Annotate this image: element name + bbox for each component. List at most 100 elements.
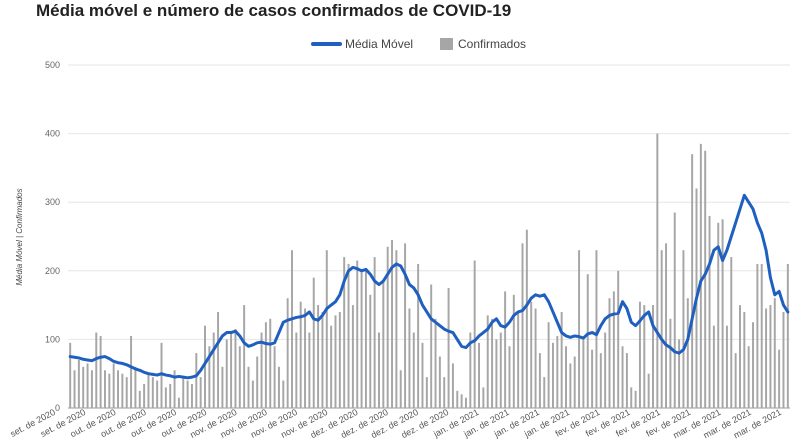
bar-confirmados [408, 308, 411, 408]
bar-confirmados [264, 322, 267, 408]
bar-confirmados [621, 346, 624, 408]
bar-confirmados [391, 239, 394, 408]
bar-confirmados [538, 353, 541, 408]
bar-confirmados [286, 298, 289, 408]
bar-confirmados [238, 346, 241, 408]
bar-confirmados [112, 363, 115, 408]
bar-confirmados [712, 325, 715, 408]
bar-confirmados [717, 222, 720, 408]
bar-confirmados [204, 325, 206, 408]
y-tick-label: 200 [45, 266, 60, 276]
bar-confirmados [73, 370, 76, 408]
bar-confirmados [491, 318, 494, 408]
bar-confirmados [647, 373, 650, 408]
bar-confirmados [134, 366, 137, 408]
bar-confirmados [451, 363, 454, 408]
bar-confirmados [530, 301, 533, 408]
bar-confirmados [547, 322, 550, 408]
bar-confirmados [425, 377, 428, 408]
bar-confirmados [338, 311, 341, 408]
bar-confirmados [277, 366, 280, 408]
bar-confirmados [321, 311, 324, 408]
bar-confirmados [756, 263, 759, 408]
bar-confirmados [360, 270, 363, 408]
bar-confirmados [708, 215, 711, 408]
bar-confirmados [186, 380, 189, 408]
bar-confirmados [177, 397, 180, 408]
bar-confirmados [625, 353, 628, 408]
bar-confirmados [82, 366, 85, 408]
bar-confirmados [343, 257, 346, 408]
bar-confirmados [125, 377, 128, 408]
bar-confirmados [473, 260, 476, 408]
bar-confirmados [156, 380, 159, 408]
bar-confirmados [369, 294, 372, 408]
y-tick-label: 400 [45, 129, 60, 139]
bar-confirmados [725, 325, 728, 408]
y-axis-label: Média Móvel | Confirmados [15, 188, 24, 285]
bar-confirmados [317, 305, 320, 408]
line-media-movel [68, 193, 790, 380]
bar-confirmados [151, 377, 154, 408]
bar-confirmados [582, 339, 585, 408]
bar-confirmados [495, 339, 498, 408]
bar-confirmados [225, 339, 228, 408]
legend-label-media-movel: Média Móvel [345, 37, 413, 51]
bar-confirmados [704, 150, 707, 408]
bar-confirmados [578, 250, 581, 408]
bar-confirmados [447, 287, 450, 408]
bars [69, 133, 789, 408]
bar-confirmados [399, 370, 402, 408]
bar-confirmados [521, 243, 524, 408]
bar-confirmados [99, 335, 102, 408]
bar-confirmados [147, 373, 150, 408]
bar-confirmados [190, 383, 193, 408]
y-tick-label: 300 [45, 197, 60, 207]
bar-confirmados [739, 305, 741, 408]
bar-confirmados [382, 281, 385, 408]
bar-confirmados [182, 377, 185, 408]
line-series [68, 193, 790, 380]
bar-confirmados [208, 346, 211, 408]
bar-confirmados [160, 342, 163, 408]
bar-confirmados [686, 298, 689, 408]
bar-confirmados [282, 380, 285, 408]
bar-confirmados [638, 301, 641, 408]
bar-confirmados [652, 305, 654, 408]
bar-confirmados [69, 342, 72, 408]
bar-confirmados [325, 250, 328, 408]
bar-confirmados [508, 346, 511, 408]
bar-confirmados [560, 311, 563, 408]
bar-confirmados [138, 390, 141, 408]
bar-confirmados [195, 353, 198, 408]
bar-confirmados [260, 332, 263, 408]
bar-confirmados [534, 308, 537, 408]
bar-confirmados [543, 377, 546, 408]
bar-confirmados [291, 250, 293, 408]
bar-confirmados [299, 301, 302, 408]
bar-confirmados [691, 154, 694, 408]
bar-confirmados [608, 298, 611, 408]
bar-confirmados [525, 229, 528, 408]
y-tick-label: 100 [45, 334, 60, 344]
bar-confirmados [356, 260, 359, 408]
bar-confirmados [595, 250, 598, 408]
bar-confirmados [247, 366, 250, 408]
bar-confirmados [573, 356, 576, 408]
bar-confirmados [269, 318, 272, 408]
bar-confirmados [351, 305, 354, 408]
bar-confirmados [417, 263, 420, 408]
bar-confirmados [295, 332, 298, 408]
bar-confirmados [243, 305, 246, 408]
bar-confirmados [438, 356, 441, 408]
bar-confirmados [673, 212, 676, 408]
bar-confirmados [747, 346, 750, 408]
bar-confirmados [251, 380, 254, 408]
bar-confirmados [769, 305, 772, 408]
bar-confirmados [373, 257, 376, 408]
bar-confirmados [77, 359, 80, 408]
legend-label-confirmados: Confirmados [458, 37, 526, 51]
bar-confirmados [660, 250, 663, 408]
bar-confirmados [565, 346, 567, 408]
bar-confirmados [765, 308, 768, 408]
